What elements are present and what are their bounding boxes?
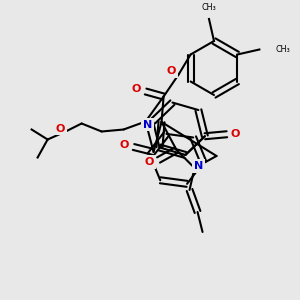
Text: O: O — [120, 140, 129, 150]
Text: O: O — [132, 85, 141, 94]
Text: CH₃: CH₃ — [202, 3, 216, 12]
Text: O: O — [145, 157, 154, 167]
Text: O: O — [167, 67, 176, 76]
Text: O: O — [56, 124, 65, 134]
Text: CH₃: CH₃ — [275, 45, 290, 54]
Text: N: N — [194, 161, 203, 171]
Text: O: O — [230, 129, 240, 139]
Text: N: N — [143, 119, 152, 130]
